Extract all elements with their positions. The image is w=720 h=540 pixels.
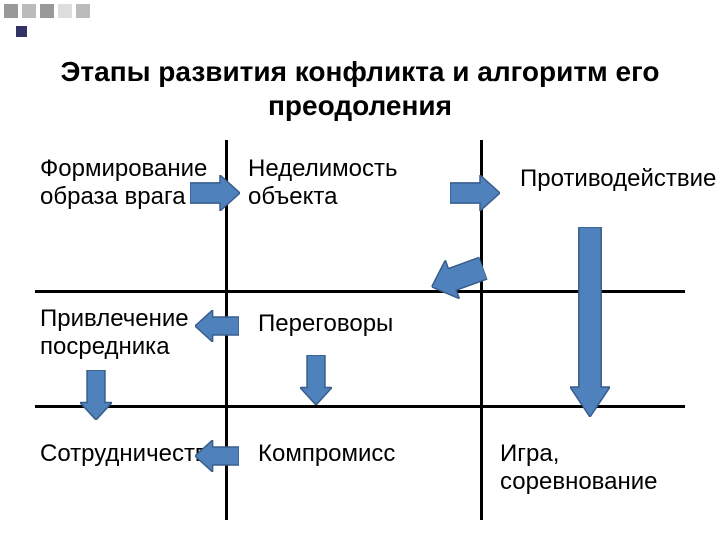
a1-arrow (190, 175, 240, 211)
cell-r2c2: Переговоры (258, 310, 448, 338)
a8-long-arrow (570, 227, 610, 417)
slide-title: Этапы развития конфликта и алгоритм его … (0, 55, 720, 122)
slide-decoration (0, 0, 94, 22)
cell-r1c3: Противодействие (520, 165, 700, 193)
a7-arrow (195, 440, 239, 472)
cell-r3c3: Игра, соревнование (500, 440, 700, 495)
a5-arrow (80, 370, 112, 420)
slide-bullet (16, 26, 27, 37)
a2-arrow (450, 175, 500, 211)
cell-r2c1: Привлечение посредника (40, 305, 210, 360)
cell-r1c2: Неделимость объекта (248, 155, 438, 210)
a6-arrow (300, 355, 332, 405)
cell-r1c1: Формирование образа врага (40, 155, 200, 210)
a4-arrow (195, 310, 239, 342)
cell-r3c1: Сотрудничество (40, 440, 210, 468)
cell-r3c2: Компромисс (258, 440, 448, 468)
